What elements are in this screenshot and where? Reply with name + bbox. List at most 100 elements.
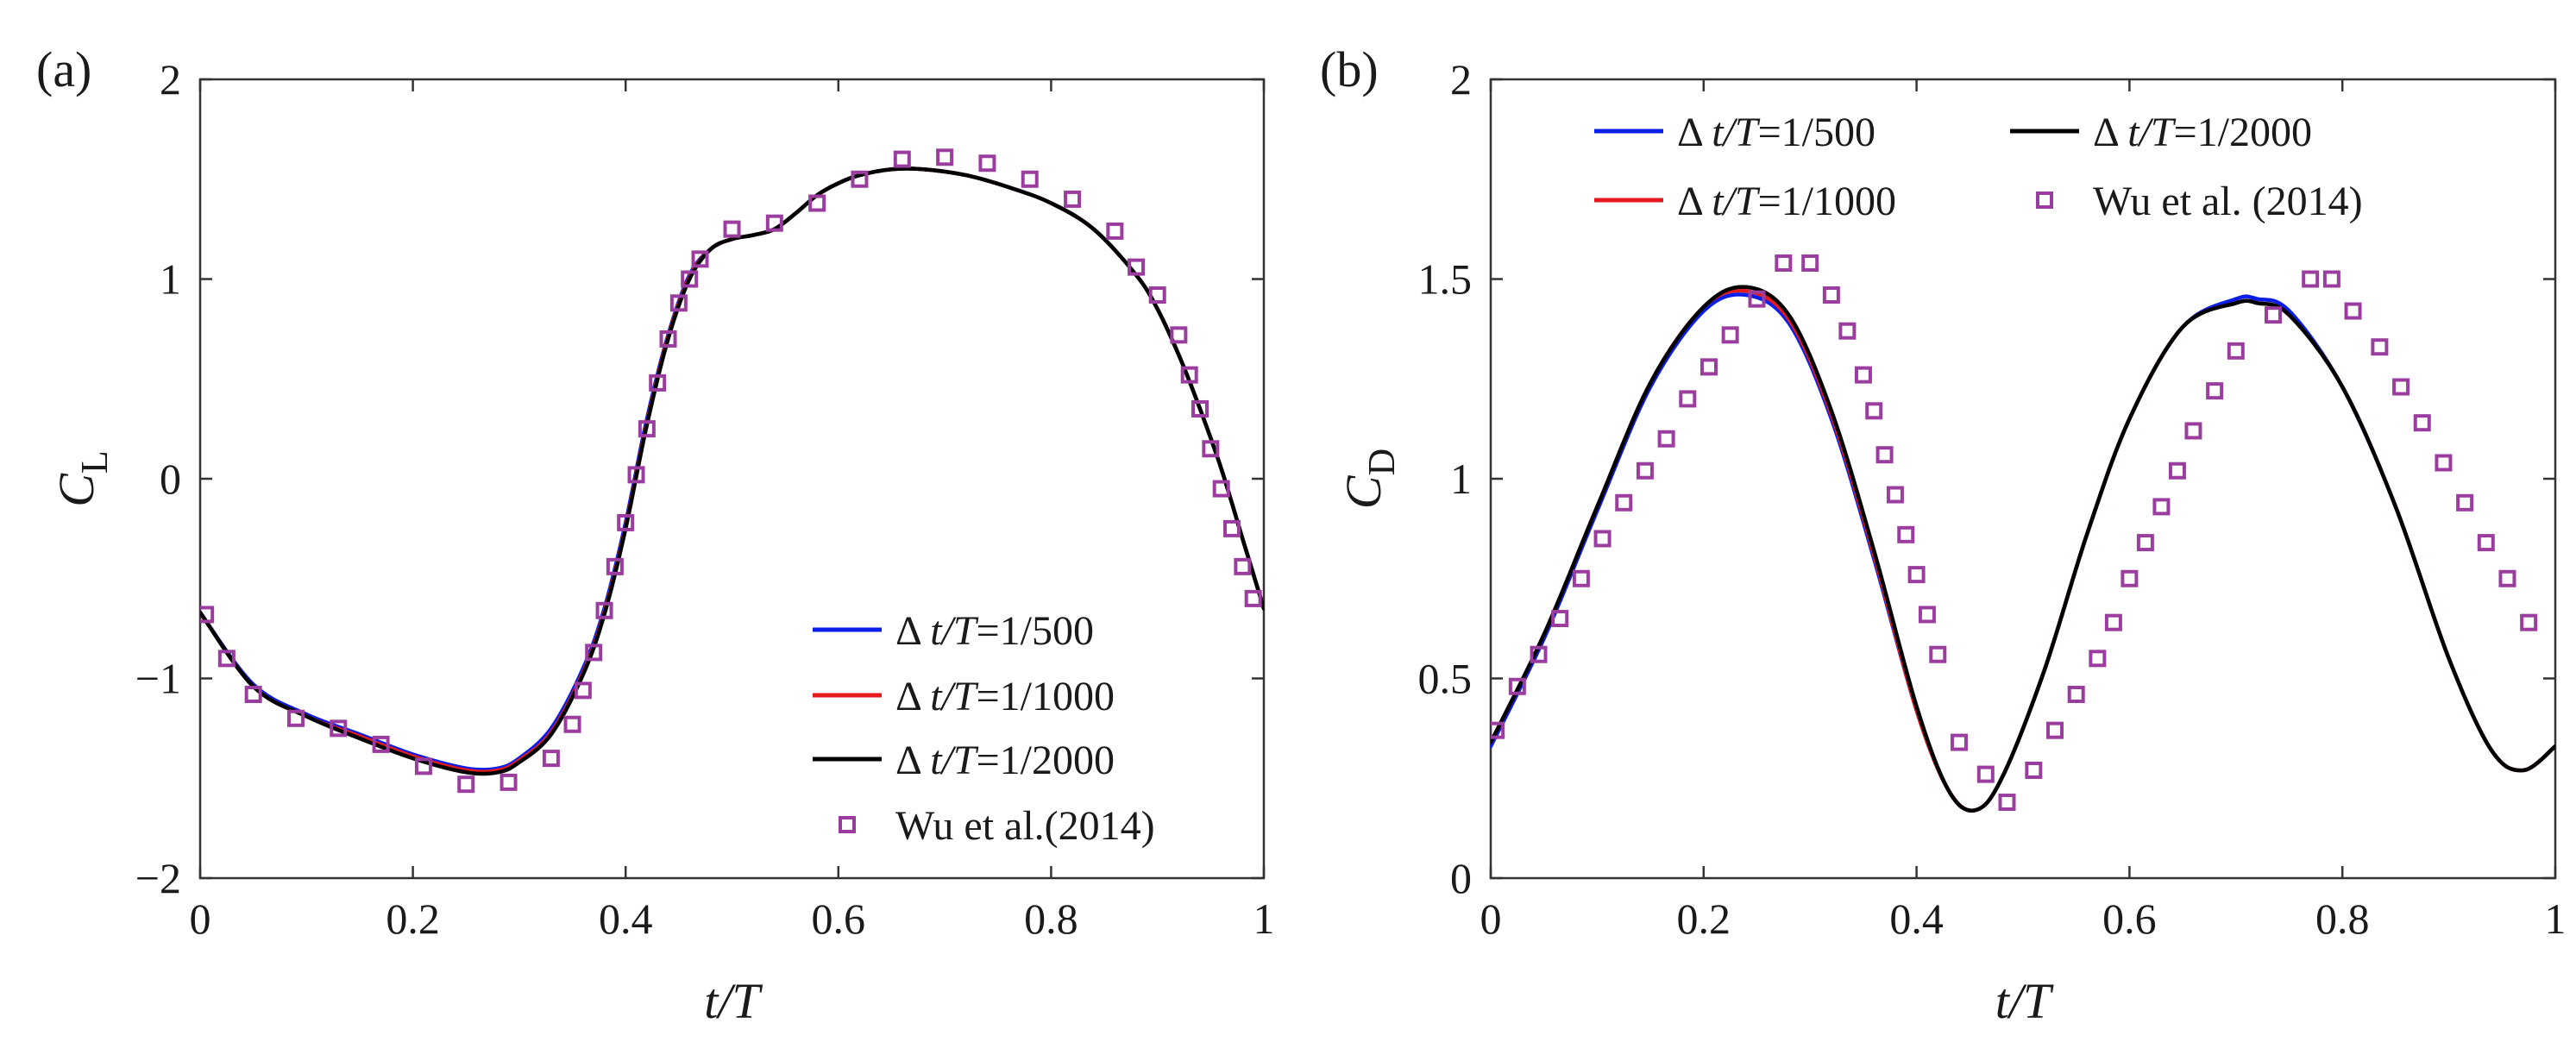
x-tick-label: 0.2	[1677, 895, 1731, 943]
legend-swatch-marker	[839, 816, 856, 833]
legend-swatch-marker	[2036, 191, 2053, 209]
data-point-marker	[499, 773, 518, 791]
data-point-marker	[1897, 525, 1915, 543]
x-tick-label: 0	[1480, 895, 1502, 943]
y-tick-label: 2	[160, 55, 181, 104]
data-point-marker	[574, 681, 592, 700]
data-point-marker	[2025, 761, 2043, 779]
data-point-marker	[681, 270, 699, 288]
data-point-marker	[286, 709, 305, 727]
plot-area	[1491, 254, 2555, 813]
data-point-marker	[1202, 440, 1220, 458]
data-point-marker	[1822, 286, 1840, 304]
data-point-marker	[585, 644, 603, 662]
data-point-marker	[1838, 322, 1857, 340]
data-point-marker	[2371, 338, 2389, 356]
legend-label-suffix: Wu et al. (2014)	[2093, 179, 2363, 224]
data-point-marker	[1721, 326, 1739, 344]
x-tick-label: 0.8	[1024, 895, 1078, 943]
data-point-marker	[1244, 589, 1262, 607]
data-point-marker	[2046, 721, 2064, 739]
y-tick-label: 0	[160, 455, 181, 503]
data-point-marker	[765, 214, 783, 232]
x-tick-label: 0	[190, 895, 211, 943]
data-point-marker	[606, 557, 624, 575]
x-tick-label: 0.4	[1889, 895, 1944, 943]
data-point-marker	[1950, 733, 1968, 751]
y-axis-title: CD	[1335, 449, 1403, 509]
data-point-marker	[542, 750, 560, 768]
y-tick-label: −1	[135, 655, 181, 703]
legend-label-suffix: =1/500	[1758, 110, 1875, 155]
data-point-marker	[2264, 306, 2282, 324]
legend-entry-dt1000: Δ t/T=1/1000	[813, 674, 1115, 719]
legend-label-var: t/T	[930, 738, 979, 783]
data-point-marker	[2456, 493, 2474, 512]
data-point-marker	[691, 250, 709, 268]
legend-label-var: t/T	[1712, 179, 1761, 224]
x-tick-label: 0.4	[599, 895, 653, 943]
data-point-marker	[2392, 378, 2410, 396]
legend-label-suffix: =1/2000	[2174, 110, 2312, 155]
data-point-marker	[217, 650, 236, 668]
legend-label-var: t/T	[2127, 110, 2177, 155]
legend-label: Δ t/T=1/2000	[895, 738, 1115, 783]
data-point-marker	[1551, 610, 1569, 628]
data-point-marker	[1593, 530, 1612, 548]
y-tick-label: 1	[160, 255, 181, 304]
data-point-marker	[1572, 569, 1590, 587]
legend-entry-dt2000: Δ t/T=1/2000	[813, 738, 1115, 783]
data-point-marker	[330, 719, 348, 738]
x-tick-label: 1	[1253, 895, 1275, 943]
data-point-marker	[200, 606, 215, 624]
data-point-marker	[2344, 302, 2362, 320]
legend-label: Wu et al.(2014)	[895, 803, 1155, 849]
data-point-marker	[1775, 254, 1793, 272]
data-point-marker	[1180, 366, 1198, 384]
legend-label-prefix: Δ	[895, 674, 930, 719]
y-axis-title: CL	[48, 450, 116, 507]
data-point-marker	[2168, 461, 2186, 480]
legend-label-suffix: =1/1000	[1758, 179, 1896, 224]
data-point-marker	[1998, 794, 2016, 812]
data-point-marker	[563, 715, 581, 733]
data-point-marker	[617, 513, 635, 531]
data-point-marker	[2498, 569, 2516, 587]
data-point-marker	[1636, 461, 1654, 480]
data-point-marker	[1615, 493, 1633, 512]
data-point-marker	[1064, 190, 1082, 208]
legend-label: Δ t/T=1/1000	[1677, 179, 1896, 224]
x-tick-label: 0.6	[812, 895, 866, 943]
data-point-marker	[1021, 170, 1039, 188]
data-point-marker	[627, 466, 645, 484]
y-tick-label: 2	[1450, 55, 1472, 104]
data-point-marker	[2322, 270, 2340, 288]
series-markers-ref	[1491, 254, 2538, 812]
data-point-marker	[414, 757, 432, 775]
legend-label-prefix: Δ	[895, 608, 930, 654]
data-point-marker	[851, 170, 869, 188]
data-point-marker	[1170, 326, 1188, 344]
y-axis-title-sub: D	[1360, 449, 1403, 476]
legend-entry-dt2000: Δ t/T=1/2000	[2010, 110, 2312, 155]
data-point-marker	[638, 420, 656, 438]
data-point-marker	[2435, 454, 2453, 472]
legend: Δ t/T=1/500 Δ t/T=1/2000 Δ t/T=1/1000 Wu et…	[1594, 110, 2363, 224]
data-point-marker	[2136, 534, 2154, 552]
data-point-marker	[649, 374, 667, 392]
data-point-marker	[2302, 270, 2320, 288]
y-tick-label: 1	[1450, 455, 1472, 503]
data-point-marker	[2520, 613, 2538, 631]
plot-area	[200, 148, 1264, 794]
data-point-marker	[1929, 645, 1947, 663]
legend-entry-dt1000: Δ t/T=1/1000	[1594, 179, 1896, 224]
legend-label: Δ t/T=1/500	[1677, 110, 1875, 155]
legend-entry-dt500: Δ t/T=1/500	[1594, 110, 1875, 155]
data-point-marker	[1748, 290, 1766, 308]
data-point-marker	[1865, 402, 1883, 420]
legend-label-var: t/T	[1712, 110, 1761, 155]
legend-label: Δ t/T=1/2000	[2093, 110, 2312, 155]
panel-label: (a)	[36, 41, 91, 97]
